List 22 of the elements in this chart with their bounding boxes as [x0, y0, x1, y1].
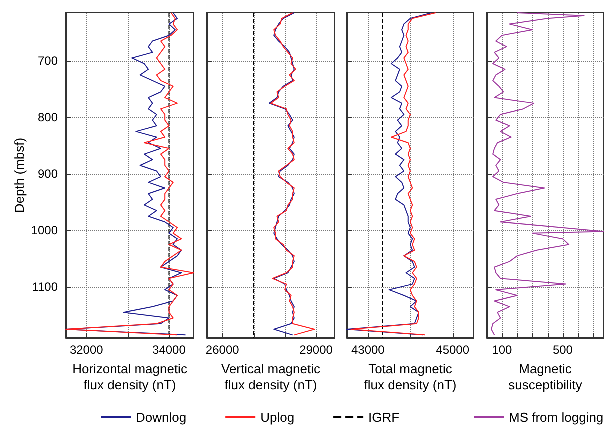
- legend-label: Uplog: [260, 410, 295, 425]
- y-axis-title: Depth (mbsf): [12, 138, 27, 214]
- x-tick-label: 100: [492, 343, 513, 357]
- x-tick-label: 34000: [152, 343, 186, 357]
- x-tick-label: 45000: [436, 343, 470, 357]
- x-axis-title: Horizontal magnetic flux density (nT): [72, 361, 188, 392]
- x-axis-title: Total magnetic flux density (nT): [364, 361, 457, 392]
- legend-label: Downlog: [136, 410, 187, 425]
- x-axis-title: Magnetic susceptibility: [508, 361, 583, 392]
- x-tick-label: 26000: [206, 343, 240, 357]
- x-tick-label: 29000: [300, 343, 334, 357]
- y-tick-label: 900: [38, 167, 58, 182]
- y-tick-label: 700: [38, 54, 58, 68]
- y-tick-label: 1000: [31, 224, 58, 238]
- legend-label: IGRF: [368, 410, 400, 425]
- x-tick-label: 32000: [70, 343, 104, 357]
- legend-label: MS from logging: [509, 410, 604, 425]
- y-tick-label: 800: [38, 110, 58, 125]
- y-tick-label: 1100: [32, 280, 58, 294]
- x-tick-label: 500: [552, 343, 574, 357]
- x-tick-label: 43000: [351, 343, 386, 357]
- x-axis-title: Vertical magnetic flux density (nT): [222, 361, 321, 392]
